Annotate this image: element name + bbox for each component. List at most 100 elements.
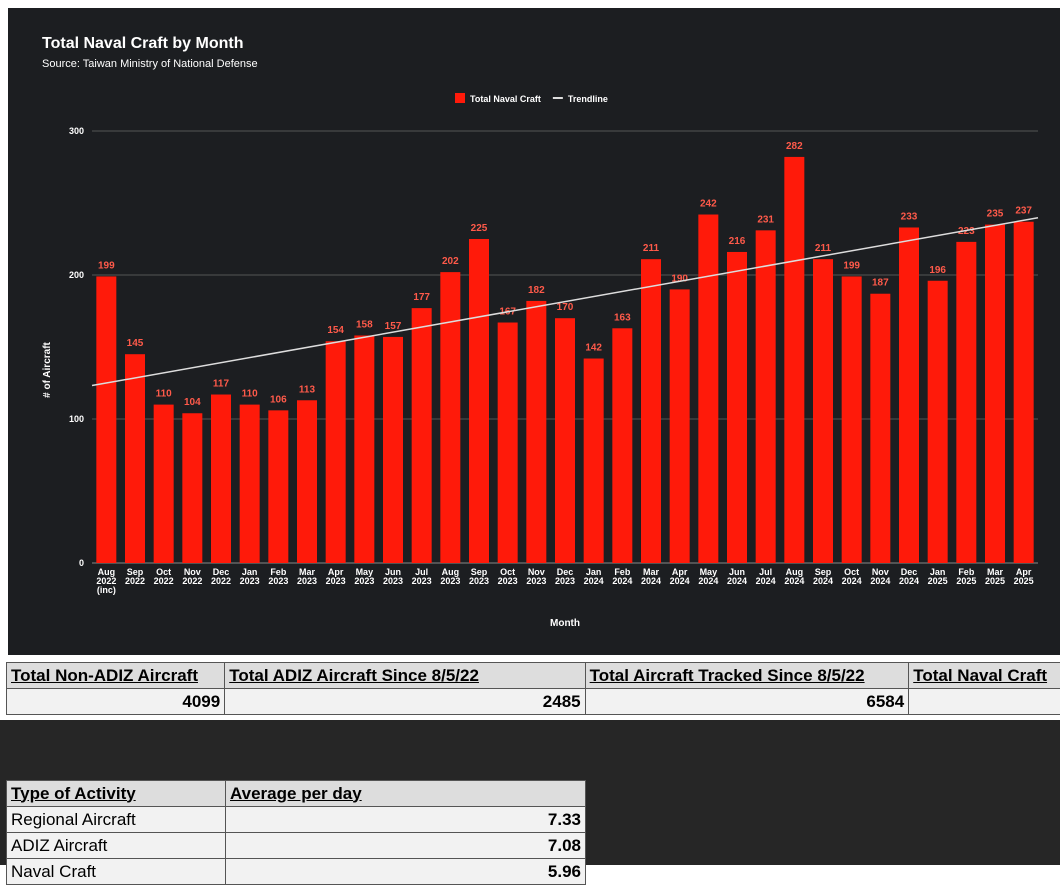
bar xyxy=(182,413,202,563)
cell: 4099 xyxy=(7,689,225,715)
value-row: 4099248565842077 xyxy=(7,689,1060,715)
data-label: 154 xyxy=(327,325,344,336)
data-label: 199 xyxy=(843,260,860,271)
bar xyxy=(383,337,403,563)
bar xyxy=(928,281,948,563)
cell: Total Naval Craft xyxy=(909,663,1060,689)
y-tick-label: 100 xyxy=(69,414,84,424)
bar xyxy=(612,328,632,563)
bar xyxy=(326,341,346,563)
data-label: 163 xyxy=(614,312,631,323)
data-label: 233 xyxy=(901,211,918,222)
y-tick-label: 300 xyxy=(69,126,84,136)
data-label: 235 xyxy=(987,209,1004,220)
bar xyxy=(956,242,976,563)
bar xyxy=(498,323,518,563)
bar xyxy=(211,395,231,563)
cell: Total ADIZ Aircraft Since 8/5/22 xyxy=(225,663,585,689)
bar xyxy=(698,215,718,563)
data-label: 237 xyxy=(1015,206,1032,217)
chart-subtitle: Source: Taiwan Ministry of National Defe… xyxy=(42,58,258,70)
cell: Regional Aircraft xyxy=(7,807,226,833)
legend-label: Total Naval Craft xyxy=(470,94,541,104)
data-label: 216 xyxy=(729,236,746,247)
data-label: 142 xyxy=(585,343,602,354)
bar xyxy=(354,335,374,563)
bar xyxy=(842,276,862,563)
data-label: 202 xyxy=(442,256,459,267)
data-label: 104 xyxy=(184,397,201,408)
page: Total Naval Craft by Month Source: Taiwa… xyxy=(0,0,1060,865)
bar xyxy=(96,276,116,563)
bar xyxy=(555,318,575,563)
data-label: 157 xyxy=(385,321,402,332)
bar xyxy=(899,227,919,563)
bar xyxy=(154,405,174,563)
cell: 7.08 xyxy=(226,833,586,859)
cell: Total Aircraft Tracked Since 8/5/22 xyxy=(585,663,909,689)
bar xyxy=(784,157,804,563)
bar xyxy=(125,354,145,563)
cell: ADIZ Aircraft xyxy=(7,833,226,859)
data-label: 117 xyxy=(213,379,230,390)
bar xyxy=(584,359,604,563)
bar xyxy=(469,239,489,563)
data-label: 177 xyxy=(413,292,430,303)
bar xyxy=(1014,222,1034,563)
bar xyxy=(240,405,260,563)
data-label: 170 xyxy=(557,302,574,313)
bar xyxy=(641,259,661,563)
bar xyxy=(440,272,460,563)
cell: 2485 xyxy=(225,689,585,715)
data-label: 242 xyxy=(700,199,717,210)
cell: Average per day xyxy=(226,781,586,807)
bar xyxy=(670,289,690,563)
legend-swatch xyxy=(455,93,465,103)
data-label: 282 xyxy=(786,141,803,152)
cell: 5.96 xyxy=(226,859,586,885)
bar xyxy=(526,301,546,563)
chart-title: Total Naval Craft by Month xyxy=(42,35,244,52)
chart: Total Naval Craft by Month Source: Taiwa… xyxy=(8,8,1060,655)
data-label: 106 xyxy=(270,394,287,405)
data-label: 187 xyxy=(872,278,889,289)
data-label: 182 xyxy=(528,285,545,296)
cell: Total Non-ADIZ Aircraft xyxy=(7,663,225,689)
